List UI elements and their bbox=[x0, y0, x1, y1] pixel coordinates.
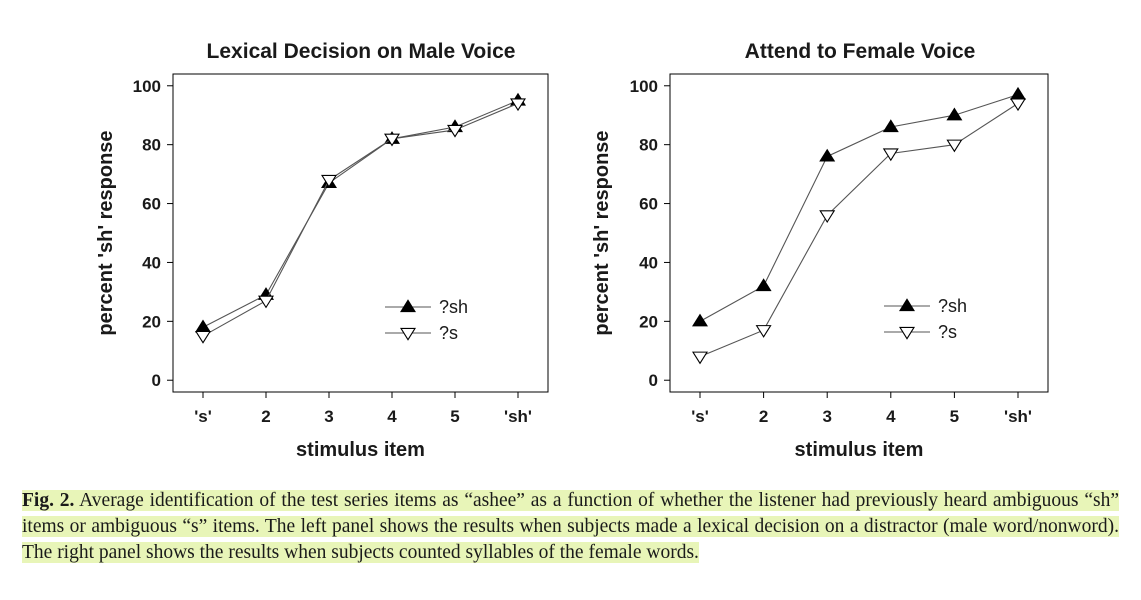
data-point bbox=[692, 313, 708, 327]
data-point bbox=[1010, 98, 1026, 112]
data-point bbox=[882, 148, 899, 162]
x-tick-label: 5 bbox=[450, 407, 459, 426]
x-tick-label: 'sh' bbox=[504, 407, 532, 426]
y-tick-label: 100 bbox=[133, 77, 161, 96]
legend-marker bbox=[400, 327, 416, 341]
data-point bbox=[692, 351, 708, 365]
data-point bbox=[882, 119, 899, 133]
y-tick-label: 20 bbox=[142, 312, 161, 331]
x-tick-label: 4 bbox=[886, 407, 896, 426]
x-axis-label: stimulus item bbox=[795, 439, 924, 461]
legend-label: ?sh bbox=[938, 296, 967, 316]
legend-label: ?s bbox=[439, 323, 458, 343]
y-tick-label: 20 bbox=[639, 312, 658, 331]
x-tick-label: 4 bbox=[387, 407, 397, 426]
legend-label: ?sh bbox=[439, 297, 468, 317]
y-tick-label: 100 bbox=[630, 77, 658, 96]
data-point bbox=[819, 210, 836, 224]
y-axis-label: percent 'sh' response bbox=[591, 130, 613, 335]
x-tick-label: 's' bbox=[691, 407, 709, 426]
data-point bbox=[946, 139, 963, 153]
data-point bbox=[755, 278, 772, 292]
y-tick-label: 0 bbox=[649, 371, 658, 390]
y-tick-label: 40 bbox=[142, 253, 161, 272]
data-point bbox=[819, 148, 836, 162]
caption-text: Average identification of the test serie… bbox=[22, 490, 1119, 563]
data-point bbox=[755, 325, 772, 338]
chart-panel-2: Attend to Female Voice 0 20 40 60 80 100 's' 2 3 4… bbox=[591, 40, 1049, 461]
series-line bbox=[699, 94, 1019, 322]
data-point bbox=[321, 174, 337, 188]
y-tick-label: 80 bbox=[639, 136, 658, 155]
data-point bbox=[510, 98, 526, 112]
figure: Lexical Decision on Male Voice0204060801… bbox=[95, 40, 1049, 461]
data-point bbox=[946, 107, 963, 121]
series-line bbox=[202, 102, 519, 337]
x-axis-label: stimulus item bbox=[296, 439, 425, 461]
x-tick-label: 2 bbox=[759, 407, 768, 426]
legend-label: ?s bbox=[938, 322, 957, 342]
chart-title: Attend to Female Voice bbox=[745, 40, 976, 63]
y-axis-label: percent 'sh' response bbox=[95, 130, 117, 335]
chart-title: Lexical Decision on Male Voice bbox=[207, 40, 516, 63]
legend-marker bbox=[899, 326, 915, 340]
x-tick-label: 's' bbox=[194, 407, 212, 426]
y-tick-label: 60 bbox=[142, 195, 161, 214]
plot-frame bbox=[669, 73, 1049, 393]
x-tick-label: 3 bbox=[822, 407, 831, 426]
caption-label: Fig. 2. bbox=[22, 490, 75, 511]
chart-panel-1: Lexical Decision on Male Voice 0 20 40 60 80 1… bbox=[95, 40, 549, 461]
y-tick-label: 40 bbox=[639, 253, 658, 272]
data-point bbox=[195, 319, 211, 333]
x-tick-label: 2 bbox=[261, 407, 270, 426]
legend-marker bbox=[400, 299, 416, 313]
data-point bbox=[1010, 86, 1026, 100]
data-point bbox=[258, 295, 274, 309]
x-tick-label: 3 bbox=[324, 407, 333, 426]
y-tick-label: 60 bbox=[639, 195, 658, 214]
series-line bbox=[699, 102, 1019, 358]
series-line bbox=[202, 99, 519, 328]
plot-frame bbox=[172, 73, 549, 393]
figure-caption: Fig. 2. Average identification of the te… bbox=[22, 488, 1119, 566]
data-point bbox=[195, 330, 211, 344]
legend-marker bbox=[899, 298, 915, 312]
y-tick-label: 0 bbox=[152, 371, 161, 390]
y-tick-label: 80 bbox=[142, 136, 161, 155]
data-point bbox=[447, 124, 463, 138]
x-tick-label: 5 bbox=[950, 407, 959, 426]
x-tick-label: 'sh' bbox=[1004, 407, 1032, 426]
data-point bbox=[384, 133, 400, 147]
